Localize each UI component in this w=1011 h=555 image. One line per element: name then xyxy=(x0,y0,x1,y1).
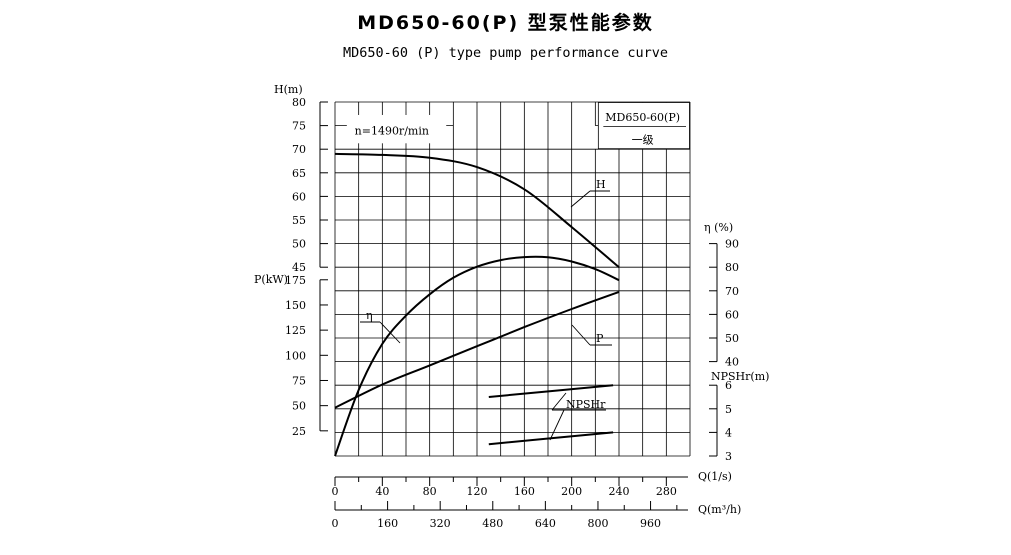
npsh-axis-label: NPSHr(m) xyxy=(711,370,769,383)
head-leader-line xyxy=(570,190,591,208)
npsh-tick-label: 4 xyxy=(725,426,732,439)
npsh-tick-label: 5 xyxy=(725,403,732,416)
power-tick-label: 25 xyxy=(292,425,306,438)
power-tick-label: 125 xyxy=(285,324,306,337)
flow-ls-tick-label: 240 xyxy=(609,485,630,498)
efficiency-curve xyxy=(334,255,620,457)
head-tick-label: 45 xyxy=(292,261,306,274)
chart-title-en: MD650-60 (P) type pump performance curve xyxy=(342,45,669,61)
flow-m3h-tick-label: 0 xyxy=(332,517,339,530)
npsh-curve-label: NPSHr xyxy=(566,398,606,411)
flow-ls-tick-label: 120 xyxy=(467,485,488,498)
power-tick-label: 150 xyxy=(285,299,306,312)
power-leader-line xyxy=(571,324,591,346)
efficiency-tick-label: 60 xyxy=(725,308,739,321)
npsh-curve xyxy=(488,384,614,398)
speed-label-box xyxy=(346,114,447,144)
flow-m3h-tick-label: 320 xyxy=(430,517,451,530)
efficiency-curve-label: η xyxy=(366,309,373,322)
flow-ls-tick-label: 40 xyxy=(375,485,389,498)
efficiency-tick-label: 90 xyxy=(725,238,739,251)
head-tick-label: 55 xyxy=(292,214,306,227)
speed-label: n=1490r/min xyxy=(355,125,429,138)
head-axis-label: H(m) xyxy=(274,83,303,96)
model-box xyxy=(597,102,690,150)
head-curve xyxy=(334,152,620,268)
flow-m3h-tick-label: 160 xyxy=(377,517,398,530)
power-curve-label: P xyxy=(596,332,604,345)
power-tick-label: 75 xyxy=(292,374,306,387)
npsh-leader-line xyxy=(549,409,565,441)
npsh-tick-label: 6 xyxy=(725,379,732,392)
head-tick-label: 75 xyxy=(292,120,306,133)
head-tick-label: 70 xyxy=(292,143,306,156)
axes: 4550556065707580255075100125150175H(m)P(… xyxy=(254,83,769,530)
efficiency-tick-label: 40 xyxy=(725,356,739,369)
efficiency-tick-label: 80 xyxy=(725,261,739,274)
head-tick-label: 65 xyxy=(292,167,306,180)
power-curve xyxy=(334,290,620,409)
efficiency-tick-label: 50 xyxy=(725,332,739,345)
flow-ls-tick-label: 0 xyxy=(332,485,339,498)
flow-ls-tick-label: 80 xyxy=(423,485,437,498)
curves xyxy=(334,152,620,457)
flow-m3h-axis-label: Q(m³/h) xyxy=(698,503,741,516)
labels: Hη P NPSHr n=1490r/min MD650-60(P) 一级 xyxy=(355,111,680,441)
chart-title-cn: MD650-60(P) 型泵性能参数 xyxy=(357,12,654,34)
power-tick-label: 50 xyxy=(292,400,306,413)
head-tick-label: 60 xyxy=(292,190,306,203)
flow-m3h-tick-label: 640 xyxy=(535,517,556,530)
flow-m3h-tick-label: 800 xyxy=(587,517,608,530)
head-tick-label: 50 xyxy=(292,238,306,251)
flow-ls-axis-label: Q(1/s) xyxy=(698,470,732,483)
power-tick-label: 100 xyxy=(285,349,306,362)
npsh-tick-label: 3 xyxy=(725,450,732,463)
head-tick-label: 80 xyxy=(292,96,306,109)
flow-m3h-tick-label: 480 xyxy=(482,517,503,530)
efficiency-axis-label: η (%) xyxy=(704,221,733,234)
head-curve-label: H xyxy=(596,178,606,191)
power-tick-label: 175 xyxy=(285,274,306,287)
flow-m3h-tick-label: 960 xyxy=(640,517,661,530)
efficiency-tick-label: 70 xyxy=(725,285,739,298)
flow-ls-tick-label: 280 xyxy=(656,485,677,498)
power-axis-label: P(kW) xyxy=(254,273,288,286)
flow-ls-tick-label: 200 xyxy=(561,485,582,498)
efficiency-leader-line xyxy=(379,321,401,344)
grid xyxy=(334,101,691,457)
model-label: MD650-60(P) xyxy=(605,111,680,124)
flow-ls-tick-label: 160 xyxy=(514,485,535,498)
stage-label: 一级 xyxy=(632,133,654,146)
npsh-leader-line xyxy=(551,392,567,411)
